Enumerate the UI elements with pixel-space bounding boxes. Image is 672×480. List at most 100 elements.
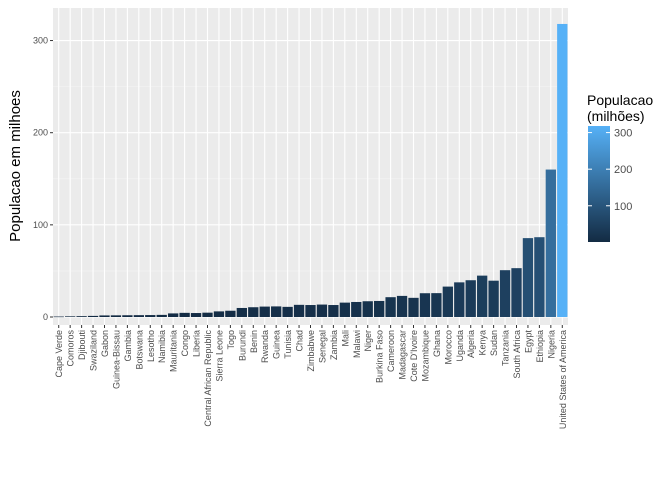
x-tick-label: Morocco xyxy=(443,330,453,365)
x-tick-label: Sierra Leone xyxy=(214,330,224,382)
x-tick-label: Mauritania xyxy=(169,330,179,372)
x-tick-label: Liberia xyxy=(192,330,202,357)
x-axis: Cape Verde Comoros Djibouti Swaziland Gabon G… xyxy=(54,325,568,429)
bar-zimbabwe xyxy=(305,305,316,317)
x-tick-label: Lesotho xyxy=(146,330,156,362)
x-tick-label: Mozambique xyxy=(420,330,430,382)
bar-mozambique xyxy=(419,293,431,317)
x-tick-label: Guinea-Bissau xyxy=(111,330,121,389)
x-tick-label: Madagascar xyxy=(398,330,408,380)
bar-sierra-leone xyxy=(213,311,225,317)
bar-benin xyxy=(248,307,259,317)
bars xyxy=(53,23,568,318)
bar-botswana xyxy=(133,315,144,317)
bar-central-african-republic xyxy=(202,312,213,317)
legend-tick-label: 300 xyxy=(614,128,632,140)
legend-title: (milhões) xyxy=(587,108,645,124)
bar-burkina-faso xyxy=(374,300,385,317)
bar-nigeria xyxy=(545,169,556,317)
y-tick-label: 300 xyxy=(33,36,48,46)
bar-swaziland xyxy=(87,315,99,317)
bar-egypt xyxy=(522,238,534,317)
bar-algeria xyxy=(465,280,476,317)
x-tick-label: Senegal xyxy=(317,330,327,363)
x-tick-label: Burkina Faso xyxy=(375,330,385,383)
x-tick-label: United States of America xyxy=(558,330,568,429)
bar-niger xyxy=(362,301,373,317)
y-axis: 0 100 200 300 xyxy=(33,36,53,322)
x-tick-label: Cameroon xyxy=(386,330,396,372)
x-tick-label: Burundi xyxy=(237,330,247,361)
color-legend: Populacao(milhões) 100 200 300 xyxy=(587,92,653,242)
x-tick-label: Guinea xyxy=(272,330,282,359)
x-tick-label: Gambia xyxy=(123,330,133,362)
x-tick-label: Tanzania xyxy=(501,330,511,366)
bar-uganda xyxy=(454,282,465,317)
x-tick-label: Comoros xyxy=(66,330,76,367)
bar-ethiopia xyxy=(534,237,545,317)
legend-colorbar xyxy=(588,126,610,242)
x-tick-label: Mali xyxy=(340,330,350,347)
legend-tick-label: 100 xyxy=(614,201,632,213)
bar-ghana xyxy=(431,293,442,317)
x-tick-label: Botswana xyxy=(134,330,144,370)
bar-south-africa xyxy=(511,268,522,317)
x-tick-label: Cote D'Ivoire xyxy=(409,330,419,382)
bar-cote-d-ivoire xyxy=(408,297,419,317)
bar-namibia xyxy=(156,314,167,317)
bar-liberia xyxy=(190,313,202,317)
bar-tunisia xyxy=(282,306,293,317)
x-tick-label: Central African Republic xyxy=(203,330,213,427)
legend-tick-label: 200 xyxy=(614,164,632,176)
bar-mali xyxy=(339,302,350,317)
x-tick-label: Namibia xyxy=(157,330,167,363)
x-tick-label: Kenya xyxy=(478,330,488,356)
bar-congo xyxy=(179,312,190,317)
bar-malawi xyxy=(351,301,362,317)
bar-gabon xyxy=(99,315,110,317)
bar-lesotho xyxy=(145,315,156,317)
x-tick-label: Cape Verde xyxy=(54,330,64,378)
x-tick-label: Egypt xyxy=(523,330,533,354)
legend-title: Populacao xyxy=(587,92,653,108)
x-tick-label: Rwanda xyxy=(260,330,270,363)
y-axis-title: Populacao em milhoes xyxy=(7,90,24,242)
bar-guinea-bissau xyxy=(110,315,122,317)
bar-tanzania xyxy=(499,270,511,317)
bar-senegal xyxy=(316,304,328,317)
bar-cameroon xyxy=(385,297,396,317)
bar-djibouti xyxy=(76,316,87,317)
x-tick-label: Nigeria xyxy=(546,330,556,359)
y-tick-label: 100 xyxy=(33,220,48,230)
bar-united-states-of-america xyxy=(557,23,568,317)
bar-gambia xyxy=(122,315,133,317)
x-tick-label: Djibouti xyxy=(77,330,87,360)
x-tick-label: Ghana xyxy=(432,330,442,357)
bar-madagascar xyxy=(396,295,408,317)
bar-zambia xyxy=(328,305,339,317)
bar-morocco xyxy=(442,286,453,317)
x-tick-label: Niger xyxy=(363,330,373,352)
x-tick-label: Tunisia xyxy=(283,330,293,359)
bar-chad xyxy=(293,304,305,317)
x-tick-label: Chad xyxy=(295,330,305,352)
x-tick-label: Benin xyxy=(249,330,259,353)
x-tick-label: Zambia xyxy=(329,330,339,360)
bar-guinea xyxy=(271,306,282,317)
grid-lines xyxy=(53,8,568,325)
bar-mauritania xyxy=(168,313,179,317)
x-tick-label: Zimbabwe xyxy=(306,330,316,372)
bar-kenya xyxy=(477,275,488,317)
bar-burundi xyxy=(236,307,247,317)
x-tick-label: Malawi xyxy=(352,330,362,358)
x-tick-label: Swaziland xyxy=(89,330,99,371)
x-tick-label: Togo xyxy=(226,330,236,350)
x-tick-label: Ethiopia xyxy=(535,330,545,363)
x-tick-label: Uganda xyxy=(455,330,465,362)
x-tick-label: Sudan xyxy=(489,330,499,356)
y-tick-label: 0 xyxy=(43,312,48,322)
bar-comoros xyxy=(65,316,76,317)
y-tick-label: 200 xyxy=(33,128,48,138)
bar-sudan xyxy=(488,280,499,317)
